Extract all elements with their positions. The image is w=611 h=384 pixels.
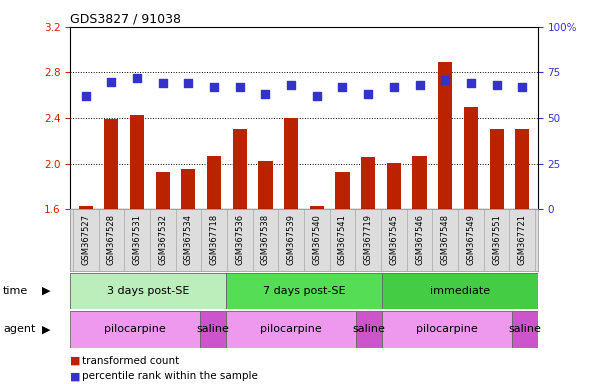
Bar	[361, 157, 375, 209]
Text: immediate: immediate	[430, 286, 490, 296]
Text: GSM367548: GSM367548	[441, 214, 450, 265]
Bar	[489, 129, 503, 209]
Bar	[181, 169, 196, 209]
Bar	[226, 311, 356, 348]
Point	[286, 82, 296, 88]
Bar	[207, 156, 221, 209]
Text: pilocarpine: pilocarpine	[416, 324, 478, 334]
Bar	[511, 311, 538, 348]
Text: GSM367534: GSM367534	[184, 214, 193, 265]
Bar	[200, 311, 226, 348]
Bar	[515, 129, 529, 209]
Point	[235, 84, 244, 90]
Point	[466, 80, 476, 86]
Text: GSM367721: GSM367721	[518, 214, 527, 265]
Point	[183, 80, 193, 86]
Point	[132, 75, 142, 81]
Bar	[70, 311, 200, 348]
Bar	[104, 119, 119, 209]
Point	[441, 77, 450, 83]
Point	[492, 82, 502, 88]
Point	[389, 84, 399, 90]
Point	[209, 84, 219, 90]
Bar	[335, 172, 349, 209]
Text: saline: saline	[353, 324, 386, 334]
Text: transformed count: transformed count	[82, 356, 180, 366]
Text: ▶: ▶	[42, 286, 50, 296]
Text: GSM367539: GSM367539	[287, 214, 296, 265]
Point	[81, 93, 90, 99]
Bar	[382, 273, 538, 309]
Text: GSM367545: GSM367545	[389, 214, 398, 265]
Text: GSM367531: GSM367531	[133, 214, 142, 265]
Text: percentile rank within the sample: percentile rank within the sample	[82, 371, 258, 381]
Point	[415, 82, 425, 88]
Text: pilocarpine: pilocarpine	[260, 324, 322, 334]
Bar	[79, 206, 93, 209]
Text: 3 days post-SE: 3 days post-SE	[107, 286, 189, 296]
Text: saline: saline	[197, 324, 230, 334]
Bar	[464, 107, 478, 209]
Point	[158, 80, 167, 86]
Bar	[233, 129, 247, 209]
Bar	[130, 115, 144, 209]
Point	[364, 91, 373, 98]
Text: GSM367718: GSM367718	[210, 214, 219, 265]
Point	[106, 79, 116, 85]
Bar	[258, 161, 273, 209]
Text: GSM367541: GSM367541	[338, 214, 347, 265]
Text: agent: agent	[3, 324, 35, 334]
Point	[260, 91, 270, 98]
Text: GSM367528: GSM367528	[107, 214, 116, 265]
Bar	[356, 311, 382, 348]
Text: GSM367527: GSM367527	[81, 214, 90, 265]
Text: time: time	[3, 286, 28, 296]
Bar	[387, 162, 401, 209]
Bar	[226, 273, 382, 309]
Text: saline: saline	[508, 324, 541, 334]
Bar	[70, 273, 226, 309]
Text: GSM367551: GSM367551	[492, 214, 501, 265]
Text: GSM367532: GSM367532	[158, 214, 167, 265]
Text: GSM367538: GSM367538	[261, 214, 270, 265]
Text: GSM367540: GSM367540	[312, 214, 321, 265]
Bar	[412, 156, 426, 209]
Bar	[310, 206, 324, 209]
Point	[312, 93, 322, 99]
Text: GSM367549: GSM367549	[466, 214, 475, 265]
Text: GSM367719: GSM367719	[364, 214, 373, 265]
Text: GDS3827 / 91038: GDS3827 / 91038	[70, 13, 181, 26]
Text: 7 days post-SE: 7 days post-SE	[263, 286, 345, 296]
Text: GSM367536: GSM367536	[235, 214, 244, 265]
Text: GSM367546: GSM367546	[415, 214, 424, 265]
Bar	[156, 172, 170, 209]
Point	[338, 84, 348, 90]
Point	[518, 84, 527, 90]
Text: ▶: ▶	[42, 324, 50, 334]
Bar	[438, 62, 452, 209]
Bar	[382, 311, 511, 348]
Bar	[284, 118, 298, 209]
Text: ■: ■	[70, 371, 81, 381]
Text: pilocarpine: pilocarpine	[104, 324, 166, 334]
Text: ■: ■	[70, 356, 81, 366]
